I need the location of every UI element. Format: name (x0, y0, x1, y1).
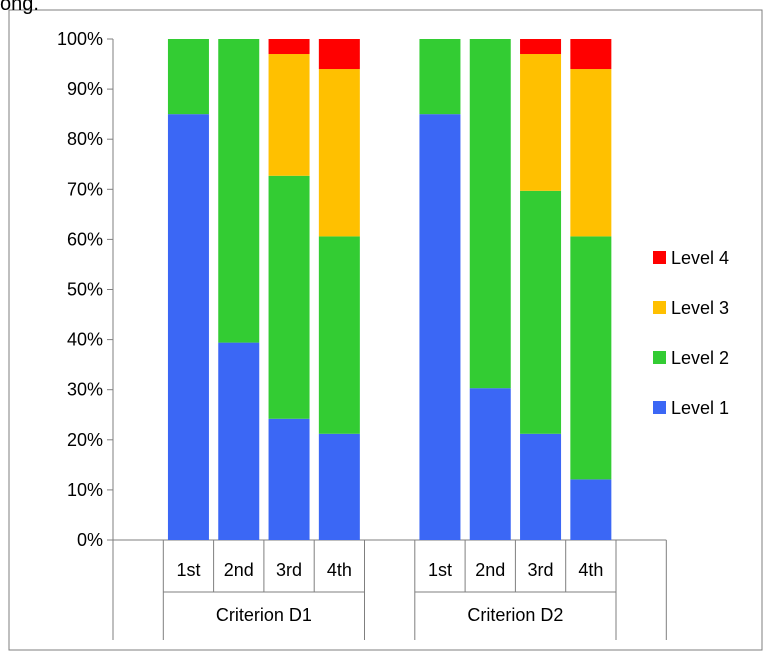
legend-swatch (653, 301, 666, 314)
bar-segment-level-2 (268, 175, 310, 419)
y-tick-label: 90% (67, 79, 103, 99)
bar-segment-level-2 (570, 236, 612, 480)
top-partial-text: ong. (0, 0, 39, 15)
bar-segment-level-4 (268, 39, 310, 55)
bar-segment-level-1 (419, 114, 461, 541)
bar-segment-level-3 (570, 69, 612, 237)
category-label: 4th (578, 560, 603, 580)
chart-border (8, 9, 763, 651)
bar-segment-level-1 (318, 433, 360, 540)
bar-segment-level-4 (318, 39, 360, 70)
bars-layer (167, 39, 612, 541)
category-label: 2nd (475, 560, 505, 580)
bar-segment-level-2 (167, 39, 209, 115)
bar-segment-level-1 (268, 418, 310, 540)
category-label: 2nd (224, 560, 254, 580)
y-tick-label: 0% (77, 530, 103, 550)
bar-segment-level-2 (318, 236, 360, 434)
category-label: 4th (327, 560, 352, 580)
bar-segment-level-1 (218, 342, 260, 540)
bar-segment-level-4 (520, 39, 562, 55)
y-tick-label: 70% (67, 179, 103, 199)
legend-label: Level 2 (671, 348, 729, 368)
y-tick-label: 100% (57, 29, 103, 49)
bar-segment-level-1 (570, 479, 612, 540)
labels-layer: 0% 10% 20% 30% 40% 50% 60% 70% 80% 90% 100% Criteri… (57, 29, 603, 625)
y-tick-label: 50% (67, 280, 103, 300)
legend-swatch (653, 401, 666, 414)
bar-segment-level-2 (469, 39, 511, 389)
y-tick-label: 30% (67, 380, 103, 400)
bar-segment-level-2 (218, 39, 260, 343)
legend-swatch (653, 251, 666, 264)
bar-segment-level-1 (520, 433, 562, 540)
bar-segment-level-4 (570, 39, 612, 70)
group-label: Criterion D2 (467, 605, 563, 625)
y-tick-label: 20% (67, 430, 103, 450)
bar-segment-level-2 (520, 190, 562, 434)
y-tick-label: 10% (67, 480, 103, 500)
legend-label: Level 4 (671, 248, 729, 268)
bar-segment-level-1 (469, 388, 511, 540)
category-label: 1st (176, 560, 200, 580)
legend-label: Level 3 (671, 298, 729, 318)
category-label: 1st (428, 560, 452, 580)
bar-segment-level-2 (419, 39, 461, 115)
category-label: 3rd (528, 560, 554, 580)
group-label: Criterion D1 (216, 605, 312, 625)
bar-segment-level-1 (167, 114, 209, 541)
y-tick-label: 80% (67, 129, 103, 149)
category-label: 3rd (276, 560, 302, 580)
y-tick-label: 40% (67, 330, 103, 350)
bar-segment-level-3 (520, 54, 562, 191)
bar-segment-level-3 (318, 69, 360, 237)
legend-swatch (653, 351, 666, 364)
y-tick-label: 60% (67, 229, 103, 249)
legend: Level 4 Level 3 Level 2 Level 1 (653, 248, 729, 418)
bar-segment-level-3 (268, 54, 310, 176)
legend-label: Level 1 (671, 398, 729, 418)
